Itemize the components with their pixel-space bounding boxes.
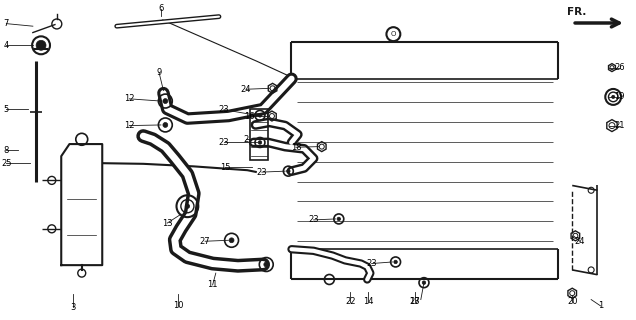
Circle shape [287,169,290,173]
Text: 27: 27 [200,237,211,246]
Circle shape [185,204,190,208]
Text: 24: 24 [574,237,585,246]
Text: 12: 12 [124,94,135,103]
Text: 2: 2 [244,135,249,144]
Text: 4: 4 [4,41,9,50]
Text: 3: 3 [70,303,75,312]
Text: 8: 8 [4,146,9,155]
Text: 20: 20 [567,297,577,306]
Text: 23: 23 [366,259,377,268]
Text: 25: 25 [1,159,11,168]
Text: 15: 15 [220,163,230,172]
Circle shape [264,262,268,267]
Text: 18: 18 [291,143,301,152]
Text: 9: 9 [156,68,162,77]
Text: FR.: FR. [567,7,586,17]
Text: 16: 16 [244,112,254,121]
Circle shape [612,95,615,99]
Text: 17: 17 [409,297,420,306]
Text: 5: 5 [4,105,9,114]
Circle shape [422,281,425,284]
Circle shape [394,260,398,264]
Circle shape [337,217,340,221]
Circle shape [229,238,234,243]
Circle shape [163,99,168,103]
Text: 11: 11 [207,280,218,289]
Text: 19: 19 [614,92,625,101]
Text: 13: 13 [162,219,172,228]
Text: 6: 6 [158,4,163,13]
Circle shape [258,141,261,144]
Text: 1: 1 [598,301,603,310]
Text: 23: 23 [219,105,230,114]
Text: 10: 10 [173,301,183,310]
Text: 23: 23 [219,138,230,147]
Text: 23: 23 [308,215,319,224]
Text: 7: 7 [4,19,9,28]
Text: 24: 24 [241,85,251,94]
Text: 22: 22 [345,297,356,306]
Text: 26: 26 [614,63,625,72]
Bar [251,108,268,160]
Text: 21: 21 [614,121,625,130]
Text: 14: 14 [363,297,374,306]
Text: 12: 12 [124,121,135,130]
Text: 23: 23 [409,297,420,306]
Circle shape [36,40,46,50]
Text: 23: 23 [256,168,267,177]
Circle shape [163,123,168,127]
Text: O: O [391,31,396,37]
Circle shape [258,114,261,117]
